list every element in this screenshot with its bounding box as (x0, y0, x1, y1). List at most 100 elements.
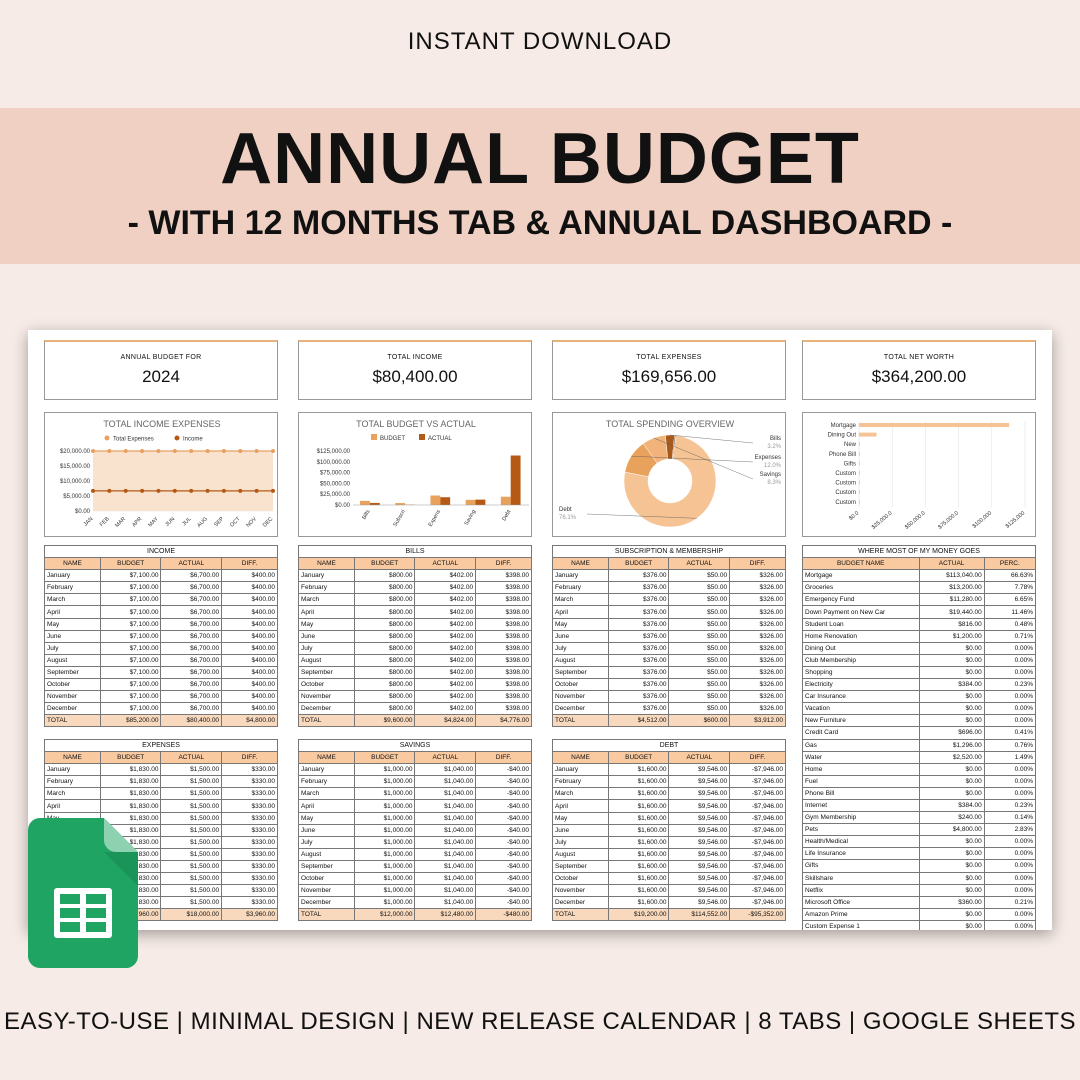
table-cell: $1,040.00 (414, 787, 477, 801)
total-cell: TOTAL (552, 908, 609, 922)
table-cell: $1,040.00 (414, 872, 477, 886)
table-total-row: TOTAL $12,000.00 $12,480.00 -$480.00 (298, 908, 532, 922)
table-cell: $402.00 (414, 629, 477, 643)
table-cell: $6,700.00 (160, 678, 223, 692)
table-row: August $7,100.00 $6,700.00 $400.00 (44, 653, 278, 667)
table-row: June $1,600.00 $9,546.00 -$7,946.00 (552, 823, 786, 837)
table-cell: $0.00 (918, 859, 985, 873)
table-cell: $398.00 (475, 581, 532, 595)
table-cell: June (298, 823, 355, 837)
table-cell: $113,040.00 (918, 569, 985, 583)
table-cell: $50.00 (668, 702, 731, 716)
table-cell: $9,546.00 (668, 884, 731, 898)
table-cell: 0.48% (983, 617, 1037, 631)
table-row: September $376.00 $50.00 $326.00 (552, 665, 786, 680)
table-cell: $7,100.00 (99, 678, 162, 692)
table-cell: May (552, 617, 609, 631)
table-cell: $50.00 (668, 569, 731, 583)
table-cell: $400.00 (221, 678, 278, 692)
x-tick-label: Subscri (392, 509, 406, 528)
table-row: Health/Medical $0.00 0.00% (802, 835, 1037, 849)
table-cell: $1,040.00 (414, 799, 477, 813)
table-row: May $800.00 $402.00 $398.00 (298, 617, 532, 631)
table-cell: $1,000.00 (353, 859, 416, 874)
bar (360, 500, 370, 505)
table-row: May $1,000.00 $1,040.00 -$40.00 (298, 811, 532, 825)
table-cell: March (552, 787, 609, 801)
table-cell: $398.00 (475, 690, 532, 704)
table-cell: $1,500.00 (160, 799, 223, 813)
kpi-label: TOTAL EXPENSES (636, 354, 702, 361)
column-header: ACTUAL (160, 557, 223, 571)
table-cell: March (552, 593, 609, 607)
table-cell: 0.00% (983, 714, 1037, 728)
x-tick-label: $25,000.0 (871, 510, 894, 530)
table-cell: $398.00 (475, 629, 532, 643)
table-cell: August (298, 847, 355, 861)
table-cell: $398.00 (475, 665, 532, 680)
table-cell: $800.00 (353, 569, 416, 583)
table-row: Home Renovation $1,200.00 0.71% (802, 629, 1037, 643)
table-cell: $1,500.00 (160, 872, 223, 886)
table-row: Student Loan $816.00 0.48% (802, 617, 1037, 631)
pie-slice (623, 435, 717, 528)
table-cell: $1,296.00 (918, 738, 985, 752)
money-goes-table: WHERE MOST OF MY MONEY GOES BUDGET NAME AC… (802, 544, 1037, 930)
table-cell: February (298, 775, 355, 789)
table-cell: $9,546.00 (668, 787, 731, 801)
table-cell: $1,600.00 (607, 872, 670, 886)
table-cell: February (552, 775, 609, 789)
table-cell: Gym Membership (802, 811, 920, 825)
legend-marker (104, 435, 110, 441)
table-cell: February (552, 581, 609, 595)
column-header: DIFF. (475, 751, 532, 765)
table-row: June $800.00 $402.00 $398.00 (298, 629, 532, 643)
kpi-total-net-worth: TOTAL NET WORTH $364,200.00 (802, 340, 1036, 400)
column-header: BUDGET (353, 751, 416, 765)
table-cell: July (298, 641, 355, 655)
table-header-row: NAME BUDGET ACTUAL DIFF. (44, 557, 278, 571)
table-cell: -$40.00 (475, 775, 532, 789)
table-cell: -$7,946.00 (729, 787, 786, 801)
table-cell: January (298, 569, 355, 583)
table-cell: September (44, 665, 101, 680)
table-cell: 0.00% (983, 665, 1037, 680)
total-cell: -$480.00 (475, 908, 532, 922)
income-expenses-chart: TOTAL INCOME EXPENSES Total Expenses Incom… (44, 412, 278, 537)
table-cell: July (44, 641, 101, 655)
table-cell: $398.00 (475, 593, 532, 607)
chart-title: TOTAL SPENDING OVERVIEW (606, 419, 735, 429)
table-cell: $0.00 (918, 665, 985, 680)
table-cell: $330.00 (221, 847, 278, 861)
table-cell: Student Loan (802, 617, 920, 631)
kpi-annual-budget-year: ANNUAL BUDGET FOR 2024 (44, 340, 278, 400)
bar (859, 461, 860, 466)
table-title: WHERE MOST OF MY MONEY GOES (802, 544, 1036, 559)
legend-label: ACTUAL (428, 436, 452, 442)
x-tick-label: $100,000 (972, 510, 993, 529)
google-sheets-icon (28, 818, 138, 968)
total-cell: $4,824.00 (414, 714, 477, 728)
table-cell: $376.00 (607, 581, 670, 595)
table-cell: $0.00 (918, 919, 985, 930)
table-header-row: NAME BUDGET ACTUAL DIFF. (298, 751, 532, 765)
table-title: BILLS (298, 544, 532, 559)
bar (859, 490, 860, 495)
table-cell: $398.00 (475, 605, 532, 619)
table-cell: Dining Out (802, 641, 920, 655)
table-cell: $9,546.00 (668, 859, 731, 874)
subscription-table: SUBSCRIPTION & MEMBERSHIP NAME BUDGET ACTUA… (552, 544, 786, 728)
y-tick-label: Custom (835, 500, 856, 506)
table-cell: May (298, 617, 355, 631)
table-cell: November (552, 690, 609, 704)
table-cell: $376.00 (607, 641, 670, 655)
table-row: January $376.00 $50.00 $326.00 (552, 569, 786, 583)
table-cell: $376.00 (607, 678, 670, 692)
table-cell: $1,600.00 (607, 823, 670, 837)
feature-footer: EASY-TO-USE | MINIMAL DESIGN | NEW RELEA… (3, 1008, 1077, 1035)
table-cell: $376.00 (607, 605, 670, 619)
kpi-value: $169,656.00 (621, 367, 717, 386)
table-cell: $1,600.00 (607, 896, 670, 910)
kpi-total-income: TOTAL INCOME $80,400.00 (298, 340, 532, 400)
table-header-row: NAME BUDGET ACTUAL DIFF. (44, 751, 278, 765)
